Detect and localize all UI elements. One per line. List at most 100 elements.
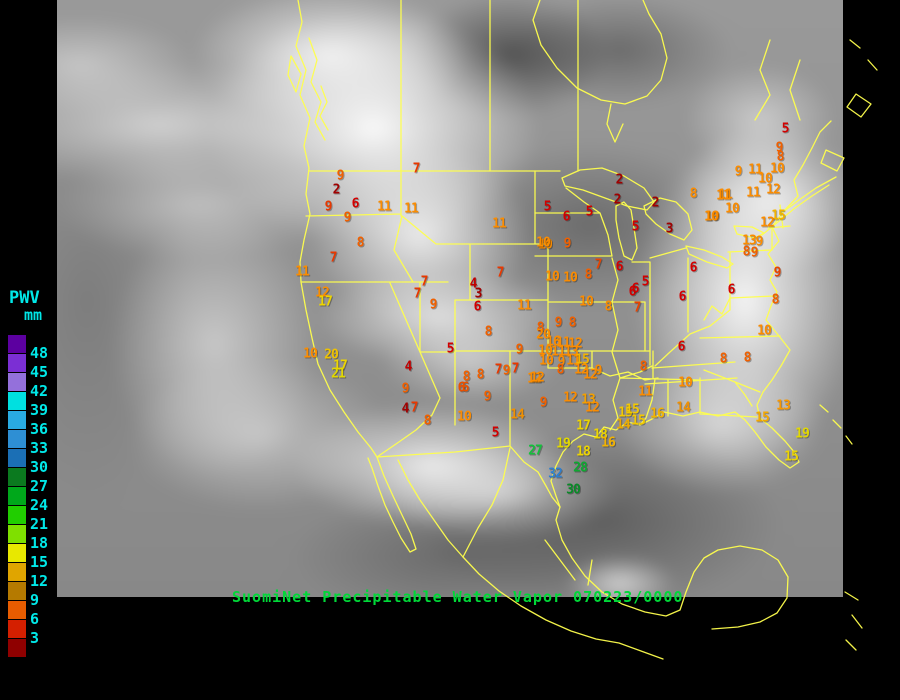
legend-unit: mm — [24, 306, 43, 324]
station-value: 17 — [576, 418, 591, 434]
station-value: 6 — [457, 380, 466, 396]
station-value: 10 — [725, 201, 740, 217]
station-value: 10 — [538, 237, 553, 253]
station-value: 11 — [748, 162, 763, 178]
station-value: 19 — [795, 426, 810, 442]
station-value: 15 — [625, 402, 640, 418]
legend-tick-label: 48 — [30, 344, 49, 362]
station-value: 14 — [510, 407, 525, 423]
legend-tick-label: 42 — [30, 382, 49, 400]
station-value: 9 — [563, 236, 572, 252]
station-value: 7 — [412, 161, 421, 177]
station-value: 12 — [766, 182, 781, 198]
station-value: 10 — [545, 269, 560, 285]
station-value: 6 — [351, 196, 360, 212]
legend-color-step — [8, 448, 26, 467]
station-value: 8 — [484, 324, 493, 340]
station-value: 17 — [318, 294, 333, 310]
station-value: 11 — [716, 188, 731, 204]
station-value: 8 — [743, 350, 752, 366]
station-value: 6 — [678, 289, 687, 305]
station-value: 9 — [336, 168, 345, 184]
station-value: 6 — [727, 282, 736, 298]
station-value: 4 — [404, 359, 413, 375]
legend-tick-label: 18 — [30, 534, 49, 552]
station-value: 9 — [515, 342, 524, 358]
legend-tick-label: 6 — [30, 610, 40, 628]
station-value: 15 — [618, 405, 633, 421]
station-value: 8 — [776, 149, 785, 165]
cloud-layer — [57, 0, 843, 597]
station-value: 3 — [474, 286, 483, 302]
station-value: 12 — [583, 367, 598, 383]
station-value: 10 — [770, 161, 785, 177]
station-value: 9 — [554, 315, 563, 331]
legend-tick-label: 15 — [30, 553, 49, 571]
station-value: 28 — [573, 460, 588, 476]
station-value: 9 — [483, 389, 492, 405]
station-value: 12 — [568, 336, 583, 352]
station-value: 10 — [579, 294, 594, 310]
station-value: 14 — [676, 400, 691, 416]
station-value: 15 — [755, 410, 770, 426]
station-value: 15 — [575, 352, 590, 368]
legend-tick-label: 21 — [30, 515, 49, 533]
station-value: 8 — [719, 351, 728, 367]
station-value: 2 — [613, 192, 622, 208]
station-value: 9 — [755, 234, 764, 250]
station-value: 32 — [548, 466, 563, 482]
station-value: 11 — [517, 298, 532, 314]
station-value: 5 — [641, 274, 650, 290]
legend-color-step — [8, 410, 26, 429]
station-value: 7 — [511, 361, 520, 377]
station-value: 9 — [343, 210, 352, 226]
station-value: 14 — [616, 417, 631, 433]
station-value: 10 — [538, 343, 553, 359]
station-value: 30 — [566, 482, 581, 498]
station-value: 15 — [631, 413, 646, 429]
station-value: 12 — [563, 390, 578, 406]
legend-title: PWV — [9, 288, 40, 308]
station-value: 9 — [594, 363, 603, 379]
station-value: 11 — [404, 201, 419, 217]
legend-color-step — [8, 486, 26, 505]
station-value: 11 — [638, 384, 653, 400]
station-value: 12 — [760, 215, 775, 231]
legend-color-step — [8, 429, 26, 448]
station-value: 9 — [750, 245, 759, 261]
station-value: 11 — [718, 187, 733, 203]
legend-tick-label: 24 — [30, 496, 49, 514]
station-value: 13 — [564, 344, 579, 360]
station-value: 8 — [556, 362, 565, 378]
legend-color-step — [8, 619, 26, 638]
station-value: 8 — [423, 413, 432, 429]
satellite-image — [57, 0, 843, 597]
station-value: 2 — [651, 195, 660, 211]
station-value: 7 — [413, 286, 422, 302]
station-value: 9 — [502, 363, 511, 379]
station-value: 11 — [377, 199, 392, 215]
station-value: 16 — [650, 406, 665, 422]
station-value: 10 — [539, 353, 554, 369]
station-value: 5 — [585, 204, 594, 220]
station-value: 5 — [491, 425, 500, 441]
station-value: 12 — [530, 370, 545, 386]
station-value: 9 — [324, 199, 333, 215]
station-value: 10 — [678, 375, 693, 391]
station-value: 9 — [557, 354, 566, 370]
legend-color-step — [8, 372, 26, 391]
station-value: 9 — [429, 297, 438, 313]
station-value: 10 — [563, 270, 578, 286]
legend-tick-label: 39 — [30, 401, 49, 419]
station-value: 9 — [775, 140, 784, 156]
station-value: 6 — [677, 339, 686, 355]
station-value: 10 — [757, 323, 772, 339]
station-value: 8 — [742, 244, 751, 260]
station-value: 15 — [771, 208, 786, 224]
station-value: 10 — [303, 346, 318, 362]
legend-color-step — [8, 353, 26, 372]
station-value: 5 — [631, 219, 640, 235]
station-value: 6 — [615, 259, 624, 275]
legend-color-step — [8, 581, 26, 600]
